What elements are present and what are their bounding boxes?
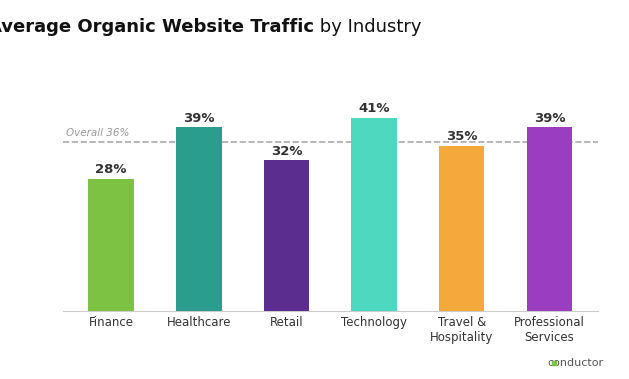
Text: 41%: 41% (359, 102, 390, 115)
Text: by Industry: by Industry (314, 17, 422, 36)
Text: ◼: ◼ (550, 359, 557, 368)
Text: 32%: 32% (270, 144, 302, 158)
Bar (88, 179, 134, 311)
Bar (264, 160, 309, 311)
Text: Overall 36%: Overall 36% (65, 128, 129, 138)
Text: 28%: 28% (96, 163, 127, 176)
Bar (526, 127, 572, 311)
Text: conductor: conductor (548, 358, 604, 368)
Bar (439, 146, 484, 311)
Bar (351, 118, 397, 311)
Text: Average Organic Website Traffic: Average Organic Website Traffic (0, 17, 314, 36)
Text: 35%: 35% (446, 130, 477, 144)
Bar (176, 127, 221, 311)
Text: 39%: 39% (183, 112, 214, 125)
Text: 39%: 39% (533, 112, 565, 125)
